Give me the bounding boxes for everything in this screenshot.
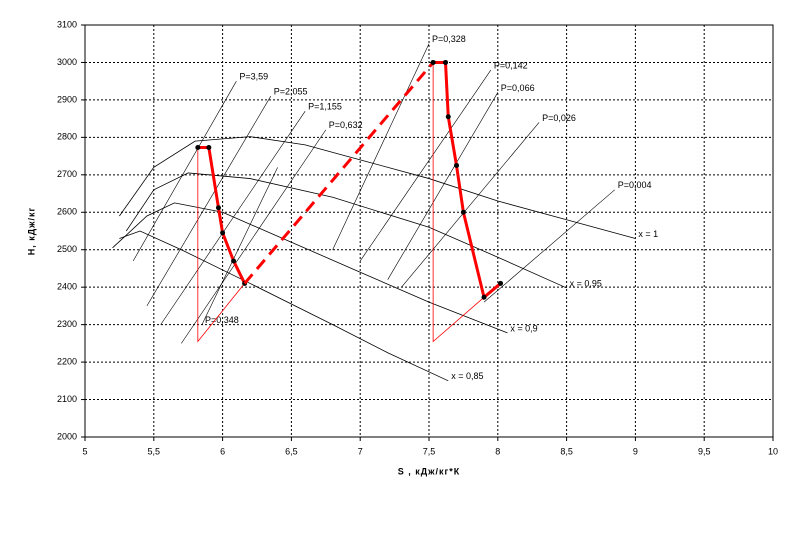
x-tick-label: 6,5: [285, 446, 298, 456]
curve-label: P=0,348: [205, 315, 239, 325]
curve-label: P=0,142: [494, 60, 528, 70]
y-tick-label: 3000: [57, 57, 77, 67]
curve: [483, 189, 615, 303]
y-axis-title: H, кДж/кг: [26, 207, 36, 256]
x-tick-label: 7,5: [423, 446, 436, 456]
state-point: [454, 162, 460, 168]
x-tick-label: 6: [220, 446, 225, 456]
curve: [112, 202, 508, 334]
curve-label: P=0,026: [542, 113, 576, 123]
state-point: [443, 59, 449, 65]
curve: [146, 96, 272, 307]
curve-label: x = 0,85: [451, 371, 483, 381]
x-tick-label: 7: [358, 446, 363, 456]
curve: [119, 230, 449, 382]
x-tick-label: 10: [768, 446, 778, 456]
y-tick-label: 2000: [57, 431, 77, 441]
state-point: [206, 144, 212, 150]
x-tick-label: 8: [495, 446, 500, 456]
curve-label: x = 0,9: [510, 323, 537, 333]
curve-label: x = 0,95: [570, 278, 602, 288]
curve-label: P=0,328: [432, 34, 466, 44]
y-tick-label: 2800: [57, 132, 77, 142]
curve: [119, 136, 636, 239]
curve-label: P=0,004: [618, 180, 652, 190]
y-tick-label: 2100: [57, 394, 77, 404]
curve: [243, 61, 435, 285]
y-tick-label: 2500: [57, 244, 77, 254]
curve: [132, 81, 237, 262]
curve-label: P=0,066: [501, 83, 535, 93]
y-tick-label: 2200: [57, 356, 77, 366]
x-axis-title: S , кДж/кг*К: [398, 466, 461, 476]
y-tick-label: 2400: [57, 282, 77, 292]
y-tick-label: 2600: [57, 207, 77, 217]
state-point: [498, 280, 504, 286]
curve-label: x = 1: [638, 229, 658, 239]
state-point: [231, 258, 237, 264]
y-tick-label: 3100: [57, 19, 77, 29]
x-tick-label: 9: [633, 446, 638, 456]
state-point: [460, 209, 466, 215]
state-point: [220, 230, 226, 236]
curve: [433, 60, 502, 300]
curve: [125, 172, 567, 289]
curve: [181, 129, 327, 344]
y-tick-label: 2900: [57, 94, 77, 104]
curve: [387, 92, 499, 280]
curve-label: P=3,59: [239, 72, 268, 82]
curve: [359, 69, 492, 262]
state-point: [481, 294, 487, 300]
curve: [401, 122, 540, 288]
state-point: [445, 114, 451, 120]
curve: [197, 147, 245, 343]
y-tick-label: 2700: [57, 169, 77, 179]
curve: [432, 62, 485, 343]
curve: [332, 43, 430, 250]
state-point: [215, 205, 221, 211]
curve: [160, 110, 306, 325]
curve-label: P=1,155: [308, 102, 342, 112]
curve: [201, 167, 278, 325]
curve-label: P=0,632: [329, 120, 363, 130]
x-tick-label: 8,5: [560, 446, 573, 456]
x-tick-label: 5,5: [148, 446, 161, 456]
curve: [197, 145, 246, 285]
y-tick-label: 2300: [57, 319, 77, 329]
state-point: [195, 144, 201, 150]
x-tick-label: 9,5: [698, 446, 711, 456]
curve-label: P=2,055: [274, 87, 308, 97]
x-tick-label: 5: [82, 446, 87, 456]
state-point: [430, 59, 436, 65]
